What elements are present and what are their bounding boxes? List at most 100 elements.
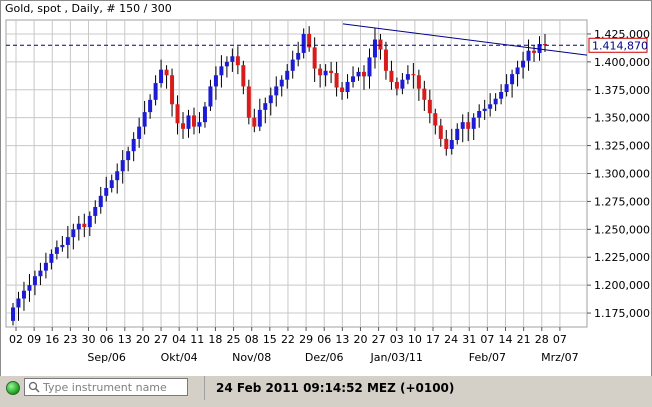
- candle-body: [340, 87, 345, 93]
- candle: [427, 89, 432, 124]
- candle: [537, 36, 542, 61]
- candle-body: [444, 138, 449, 149]
- candle-body: [54, 247, 59, 254]
- instrument-search-input[interactable]: [43, 380, 183, 394]
- x-tick-label: 20: [353, 333, 367, 346]
- candle-body: [120, 160, 125, 172]
- y-tick-label: 1.300,000: [594, 168, 650, 181]
- y-tick-label: 1.200,000: [594, 279, 650, 292]
- candle: [197, 112, 202, 134]
- y-tick-label: 1.175,000: [594, 307, 650, 320]
- candle: [191, 107, 196, 135]
- time-axis: 02 09 16 23 30 06 13 20 27 04 11 18 25 08 15 22 29 06 13 20…: [9, 327, 579, 364]
- candle: [351, 66, 356, 88]
- y-tick-label: 1.225,000: [594, 251, 650, 264]
- candle: [532, 45, 537, 62]
- candle: [405, 65, 410, 85]
- candle: [27, 273, 32, 302]
- candle-body: [433, 113, 438, 126]
- candle: [16, 291, 21, 321]
- status-bar: 24 Feb 2011 09:14:52 MEZ (+0100): [0, 376, 652, 407]
- candle-body: [98, 195, 103, 207]
- candle: [383, 41, 388, 80]
- candle-body: [323, 70, 328, 76]
- candle: [153, 75, 158, 106]
- candle-body: [142, 112, 147, 127]
- x-tick-label: 27: [372, 333, 386, 346]
- candle-body: [493, 98, 498, 105]
- y-tick-label: 1.425,000: [594, 28, 650, 41]
- status-datetime: 24 Feb 2011 09:14:52 MEZ (+0100): [216, 381, 455, 395]
- candle: [455, 123, 460, 145]
- candle: [323, 64, 328, 87]
- candle-body: [148, 99, 153, 113]
- candle: [312, 37, 317, 82]
- candle: [164, 65, 169, 89]
- candle-body: [510, 74, 515, 85]
- candle: [263, 97, 268, 124]
- candle: [372, 28, 377, 69]
- candle-body: [449, 140, 454, 149]
- candle: [98, 186, 103, 214]
- candle-body: [400, 79, 405, 89]
- candle-body: [394, 81, 399, 89]
- candle-body: [378, 39, 383, 50]
- x-tick-label: 06: [100, 333, 114, 346]
- month-label: Jan/03/11: [370, 351, 423, 364]
- candle: [43, 252, 48, 279]
- chart-panel[interactable]: [0, 0, 652, 377]
- y-tick-label: 1.400,000: [594, 56, 650, 69]
- candle-body: [532, 50, 537, 53]
- candle-body: [488, 104, 493, 109]
- candle-body: [11, 307, 15, 321]
- candle-body: [126, 151, 131, 161]
- candle-body: [334, 73, 339, 88]
- candle: [290, 50, 295, 79]
- x-tick-label: 24: [444, 333, 458, 346]
- candle: [444, 129, 449, 156]
- candle-body: [43, 262, 48, 271]
- candle: [416, 69, 421, 101]
- candle: [76, 215, 81, 241]
- candle: [213, 66, 218, 100]
- candle: [230, 48, 235, 72]
- candle: [422, 80, 427, 111]
- candle-body: [82, 223, 87, 228]
- candle: [11, 302, 15, 326]
- candle: [515, 60, 520, 87]
- candle: [109, 174, 114, 193]
- candle-body: [71, 229, 76, 238]
- x-tick-label: 29: [299, 333, 313, 346]
- candles: [11, 26, 547, 326]
- x-tick-label: 20: [136, 333, 150, 346]
- candle: [345, 74, 350, 99]
- x-tick-label: 13: [118, 333, 132, 346]
- candle: [93, 200, 98, 224]
- candle: [268, 87, 273, 116]
- candle: [32, 270, 37, 296]
- candle: [246, 79, 251, 125]
- candle: [235, 46, 240, 75]
- candle-body: [38, 270, 43, 277]
- candle: [219, 55, 224, 88]
- price-chart[interactable]: 1.175,000 1.200,000 1.225,000 1.250,000 1.27…: [0, 0, 652, 375]
- candle-body: [21, 290, 26, 299]
- candle-body: [235, 56, 240, 66]
- candle: [301, 28, 306, 59]
- candle: [471, 113, 476, 141]
- candle-body: [460, 122, 465, 129]
- candle-body: [16, 298, 21, 308]
- x-tick-label: 18: [208, 333, 222, 346]
- candle: [504, 74, 509, 97]
- instrument-search[interactable]: [24, 378, 188, 396]
- month-label: Sep/06: [87, 351, 125, 364]
- x-tick-label: 13: [335, 333, 349, 346]
- candle-body: [268, 95, 273, 104]
- x-tick-label: 28: [535, 333, 549, 346]
- candle: [433, 108, 438, 135]
- candle: [460, 114, 465, 143]
- candle: [394, 77, 399, 96]
- candle: [170, 68, 175, 117]
- candle-body: [290, 59, 295, 71]
- candle-body: [252, 117, 257, 127]
